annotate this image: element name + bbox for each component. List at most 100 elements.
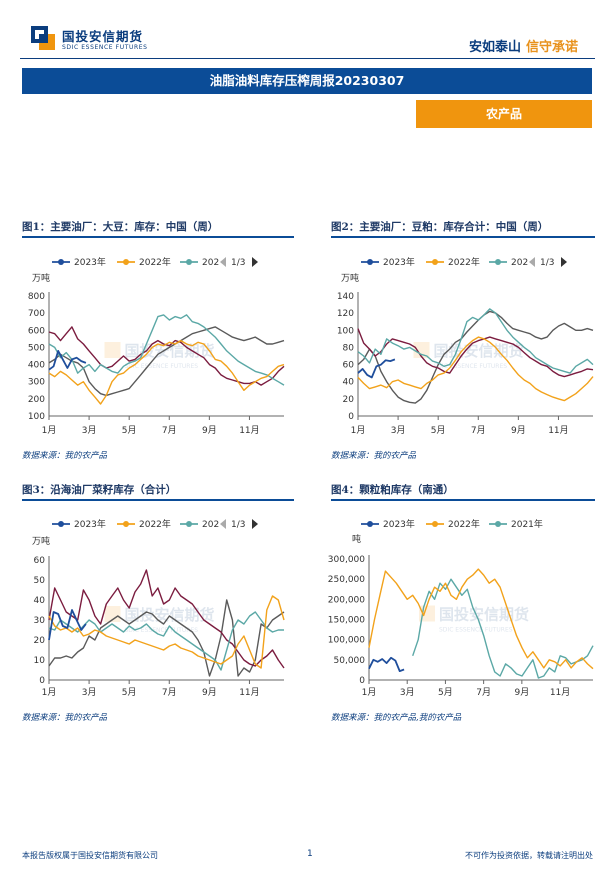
legend-marker — [432, 521, 438, 527]
figure-4-title: 图4：颗粒粕库存（南通） — [331, 484, 454, 496]
y-tick-label: 600 — [28, 326, 45, 336]
legend-marker — [432, 259, 438, 265]
legend-prev-icon — [529, 257, 535, 267]
x-tick-label: 9月 — [202, 425, 217, 436]
y-tick-label: 250,000 — [328, 575, 365, 585]
x-tick-label: 7月 — [476, 687, 491, 698]
legend-marker — [495, 259, 501, 265]
y-tick-label: 0 — [348, 412, 354, 422]
slogan-part2: 信守承诺 — [525, 40, 578, 55]
y-tick-label: 50,000 — [334, 656, 366, 666]
watermark-logo-icon — [104, 606, 121, 622]
legend-label: 2022年 — [139, 256, 171, 268]
figure-1-title: 图1：主要油厂：大豆：库存：中国（周） — [22, 221, 219, 233]
x-tick-label: 11月 — [239, 687, 259, 698]
legend-marker — [58, 259, 64, 265]
watermark-text-en: SDIC ESSENCE FUTURES — [125, 627, 199, 634]
y-tick-label: 20 — [343, 395, 355, 405]
watermark-text-en: SDIC ESSENCE FUTURES — [125, 363, 199, 370]
figure-3-title: 图3：沿海油厂菜籽库存（合计） — [22, 484, 177, 496]
watermark: 国投安信期货 SDIC ESSENCE FUTURES — [413, 342, 524, 370]
figure-2-rule — [331, 236, 595, 238]
legend-marker — [58, 521, 64, 527]
x-tick-label: 1月 — [362, 687, 377, 698]
slogan: 安如泰山 信守承诺 — [469, 36, 578, 55]
logo-mark-icon — [31, 26, 55, 50]
slogan-part1: 安如泰山 — [468, 40, 521, 55]
y-axis-unit: 万吨 — [341, 272, 359, 284]
series-line-2019年 — [48, 326, 285, 397]
legend-marker — [123, 259, 129, 265]
legend-label: 2023年 — [74, 256, 106, 268]
series-line-2021年 — [48, 611, 284, 671]
x-tick-label: 1月 — [351, 425, 366, 436]
y-tick-label: 40 — [343, 378, 355, 388]
y-tick-label: 200,000 — [328, 595, 365, 605]
x-tick-label: 5月 — [122, 425, 137, 436]
x-tick-label: 1月 — [42, 425, 57, 436]
logo-text-cn: 国投安信期货 — [62, 29, 144, 44]
series-line-2023年 — [368, 656, 405, 672]
y-axis-unit: 万吨 — [32, 272, 50, 284]
x-tick-label: 5月 — [438, 687, 453, 698]
y-tick-label: 700 — [28, 309, 45, 319]
series-line-2019年 — [357, 310, 594, 404]
y-tick-label: 800 — [28, 292, 45, 302]
footer-disclaimer: 不可作为投资依据，转载请注明出处 — [465, 851, 593, 860]
figure-2-chart: 国投安信期货 SDIC ESSENCE FUTURES 2023年 2022年 202 1… — [337, 256, 594, 436]
y-tick-label: 500 — [28, 343, 45, 353]
y-tick-label: 30 — [34, 616, 46, 626]
series-line-2022年 — [357, 336, 594, 402]
y-tick-label: 0 — [39, 676, 45, 686]
figure-4-source: 数据来源：我的农产品,我的农产品 — [331, 713, 462, 723]
legend-label: 2021年 — [511, 518, 543, 530]
legend-label: 2022年 — [448, 256, 480, 268]
y-tick-label: 400 — [28, 361, 45, 371]
x-tick-label: 9月 — [511, 425, 526, 436]
legend-prev-icon — [220, 257, 226, 267]
watermark: 国投安信期货 SDIC ESSENCE FUTURES — [104, 342, 215, 370]
x-tick-label: 11月 — [550, 687, 570, 698]
y-tick-label: 60 — [34, 556, 46, 566]
y-tick-label: 140 — [337, 292, 354, 302]
watermark-text-cn: 国投安信期货 — [439, 606, 529, 624]
legend-marker — [367, 521, 373, 527]
y-tick-label: 60 — [343, 361, 355, 371]
x-tick-label: 7月 — [471, 425, 486, 436]
x-tick-label: 9月 — [514, 687, 529, 698]
series-line-2020年 — [48, 569, 285, 669]
series-line-2023年 — [357, 358, 396, 379]
watermark-text-en: SDIC ESSENCE FUTURES — [439, 627, 513, 634]
y-axis-unit: 万吨 — [32, 535, 50, 547]
x-tick-label: 3月 — [400, 687, 415, 698]
y-tick-label: 300,000 — [328, 555, 365, 565]
series-line-2020年 — [48, 326, 285, 386]
legend-next-icon — [561, 257, 567, 267]
series-line-2021年 — [357, 308, 594, 374]
x-tick-label: 11月 — [548, 425, 568, 436]
legend-next-icon — [252, 519, 258, 529]
legend-marker — [186, 259, 192, 265]
watermark-logo-icon — [413, 342, 430, 358]
legend-label: 2022年 — [139, 518, 171, 530]
y-tick-label: 120 — [337, 309, 354, 319]
logo-text-en: SDIC ESSENCE FUTURES — [62, 44, 148, 51]
legend-label: 2023年 — [74, 518, 106, 530]
figure-3-source: 数据来源：我的农产品 — [22, 713, 108, 723]
footer-copyright: 本报告版权属于国投安信期货有限公司 — [22, 851, 158, 860]
series-line-2023年 — [48, 609, 87, 641]
figure-2-source: 数据来源：我的农产品 — [331, 451, 417, 461]
watermark-text-cn: 国投安信期货 — [434, 342, 524, 360]
y-tick-label: 20 — [34, 636, 46, 646]
x-tick-label: 1月 — [42, 687, 57, 698]
y-tick-label: 50 — [34, 576, 46, 586]
legend-page: 1/3 — [540, 258, 554, 268]
legend-marker — [495, 521, 501, 527]
series-line-2022年 — [48, 339, 285, 405]
x-tick-label: 3月 — [391, 425, 406, 436]
legend-prev-icon — [220, 519, 226, 529]
y-tick-label: 0 — [359, 676, 365, 686]
y-tick-label: 10 — [34, 656, 46, 666]
figure-3-rule — [22, 499, 294, 501]
legend-page: 1/3 — [231, 258, 245, 268]
